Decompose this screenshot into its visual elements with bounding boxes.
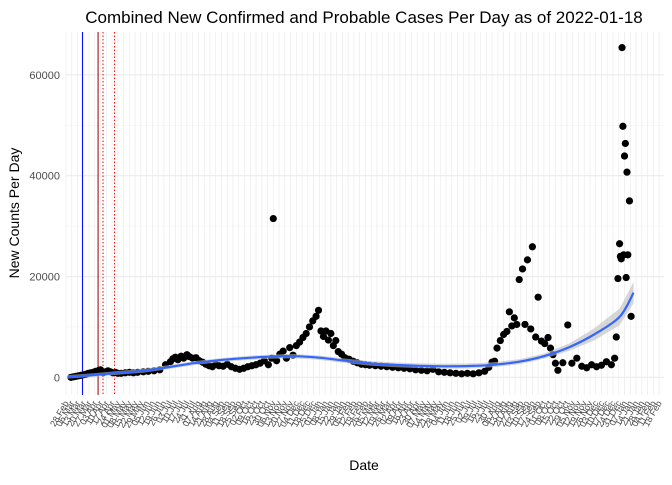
- data-point: [440, 368, 448, 376]
- data-point: [623, 168, 631, 176]
- data-point: [620, 152, 629, 160]
- data-point: [327, 329, 335, 338]
- data-point: [568, 359, 576, 367]
- data-point: [302, 329, 310, 338]
- data-point: [493, 344, 501, 352]
- smooth-line: [67, 292, 635, 378]
- y-tick-label: 0: [54, 372, 60, 384]
- data-point: [503, 327, 511, 336]
- y-tick-label: 40000: [29, 171, 60, 183]
- data-point: [317, 327, 325, 335]
- data-point: [627, 312, 635, 320]
- data-point: [279, 347, 287, 355]
- data-point: [518, 265, 527, 273]
- data-point: [312, 312, 320, 320]
- data-point: [625, 197, 634, 205]
- data-point: [305, 323, 314, 331]
- data-point: [521, 320, 529, 329]
- data-point: [607, 361, 615, 369]
- data-point: [618, 44, 626, 52]
- data-point: [452, 369, 460, 377]
- data-point: [423, 367, 431, 375]
- data-point: [532, 333, 540, 341]
- data-point: [624, 251, 632, 259]
- data-point: [619, 122, 627, 130]
- data-point: [527, 325, 535, 333]
- data-point: [523, 256, 532, 264]
- data-point: [621, 139, 629, 148]
- plot-panel: [66, 32, 664, 395]
- data-point: [551, 359, 560, 367]
- data-point: [546, 344, 555, 352]
- data-point: [544, 333, 552, 342]
- y-axis-label: New Counts Per Day: [6, 148, 22, 279]
- y-tick-label: 20000: [29, 272, 60, 284]
- data-point: [541, 339, 549, 348]
- data-point: [458, 370, 466, 378]
- data-point: [615, 240, 624, 248]
- data-point: [510, 314, 518, 322]
- data-point: [469, 370, 477, 378]
- data-point: [614, 274, 622, 283]
- reference-lines: [81, 32, 116, 395]
- data-point: [435, 368, 443, 376]
- smooth-trend: [67, 282, 635, 379]
- data-point: [332, 336, 340, 345]
- data-point: [564, 321, 572, 329]
- data-point: [475, 369, 483, 377]
- data-point: [611, 354, 619, 362]
- data-point: [513, 320, 521, 329]
- data-point: [528, 243, 536, 251]
- y-axis-ticks: 0 20000 40000 60000: [29, 70, 60, 384]
- data-point: [573, 354, 581, 362]
- data-point: [515, 275, 523, 284]
- data-point: [559, 359, 567, 367]
- y-tick-label: 60000: [29, 70, 60, 82]
- data-point: [417, 366, 425, 374]
- data-point: [496, 336, 504, 345]
- data-point: [463, 369, 472, 377]
- data-point: [505, 308, 513, 316]
- data-point: [534, 293, 542, 301]
- data-point: [324, 336, 332, 344]
- smooth-confidence-band: [67, 282, 634, 379]
- data-point: [446, 369, 454, 377]
- chart-title: Combined New Confirmed and Probable Case…: [85, 8, 643, 27]
- grid-lines: [65, 32, 664, 395]
- data-point: [314, 306, 323, 314]
- data-point: [286, 344, 294, 352]
- data-point: [554, 366, 562, 374]
- x-axis-label: Date: [349, 457, 379, 473]
- data-point: [269, 214, 277, 223]
- data-point: [264, 361, 272, 369]
- data-point: [272, 357, 281, 365]
- data-point: [612, 333, 620, 341]
- data-point: [622, 273, 630, 282]
